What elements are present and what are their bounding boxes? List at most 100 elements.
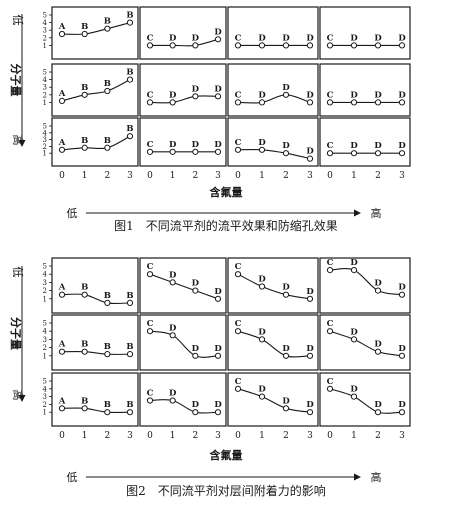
x-tick-label: 3	[215, 171, 221, 181]
panel-frame	[319, 257, 411, 314]
panel-frame	[319, 6, 411, 60]
y-axis-label: 分子量	[9, 64, 23, 97]
data-point	[169, 99, 176, 106]
x-tick-label: 2	[192, 171, 198, 181]
data-point	[374, 42, 382, 49]
panel-frame	[319, 117, 411, 167]
x-tick-label: 2	[375, 431, 381, 441]
point-label: C	[147, 33, 154, 43]
x-tick-label: 3	[399, 171, 405, 181]
data-point	[58, 291, 66, 298]
point-label: D	[306, 90, 314, 100]
point-label: D	[258, 275, 266, 285]
data-point	[58, 405, 66, 412]
y-tick-label: 2	[43, 34, 47, 42]
point-label: B	[126, 11, 133, 21]
series-line	[61, 22, 131, 35]
point-label: B	[126, 124, 133, 134]
data-point	[282, 291, 290, 298]
data-point	[326, 150, 334, 157]
point-label: D	[214, 140, 222, 150]
panel-frame	[51, 257, 139, 314]
point-label: D	[374, 141, 382, 151]
series-line	[149, 273, 219, 300]
point-label: D	[374, 400, 382, 410]
panel-frame	[51, 314, 139, 371]
data-point	[104, 409, 111, 416]
point-label: C	[147, 319, 154, 329]
panel-frame	[227, 257, 319, 314]
series-line	[237, 94, 311, 104]
data-point	[58, 97, 66, 104]
series-line	[237, 330, 311, 358]
point-label: D	[169, 140, 177, 150]
point-label: A	[58, 283, 66, 293]
point-label: C	[235, 377, 242, 387]
data-point	[350, 150, 358, 157]
point-label: D	[398, 283, 406, 293]
x-tick-label: 1	[259, 171, 265, 181]
point-label: D	[169, 90, 177, 100]
data-point	[350, 42, 358, 49]
data-point	[374, 409, 382, 416]
series-line	[61, 293, 131, 305]
panel-frame	[139, 63, 227, 117]
point-label: D	[282, 33, 290, 43]
data-point	[398, 352, 406, 359]
point-label: A	[58, 89, 66, 99]
point-label: D	[350, 385, 358, 395]
data-point	[326, 385, 334, 392]
point-label: D	[306, 147, 314, 157]
data-point	[146, 99, 154, 106]
x-tick-label: 2	[192, 431, 198, 441]
data-point	[398, 150, 406, 157]
x-tick-label: 2	[104, 431, 110, 441]
data-point	[214, 36, 222, 43]
point-label: D	[192, 344, 200, 354]
point-label: B	[126, 291, 133, 301]
data-point	[169, 42, 176, 49]
point-label: B	[104, 17, 111, 27]
point-label: B	[104, 342, 111, 352]
data-point	[350, 336, 358, 343]
point-label: D	[282, 283, 290, 293]
data-point	[104, 351, 111, 358]
data-point	[192, 409, 199, 416]
x-tick-label: 2	[375, 171, 381, 181]
point-label: D	[306, 344, 314, 354]
data-point	[146, 328, 154, 335]
data-point	[146, 397, 154, 404]
series-line	[149, 95, 219, 104]
x-tick-label: 1	[82, 171, 88, 181]
y-tick-label: 4	[43, 76, 48, 84]
point-label: C	[147, 140, 154, 150]
y-tick-label: 1	[43, 42, 47, 50]
data-point	[234, 328, 242, 335]
x-tick-label: 0	[147, 171, 153, 181]
data-point	[258, 393, 266, 400]
panel-frame	[139, 372, 227, 427]
data-point	[234, 271, 242, 278]
x-tick-label: 3	[399, 431, 405, 441]
point-label: D	[169, 270, 177, 280]
data-point	[258, 99, 266, 106]
data-point	[306, 352, 314, 359]
point-label: D	[258, 327, 266, 337]
series-line	[237, 273, 311, 300]
x-tick-label: 0	[59, 171, 65, 181]
y-tick-label: 2	[43, 401, 47, 409]
data-point	[81, 91, 88, 98]
y-tick-label: 4	[43, 385, 48, 393]
point-label: D	[192, 140, 200, 150]
y-tick-label: 3	[43, 84, 47, 92]
data-point	[81, 144, 88, 151]
data-point	[81, 405, 88, 412]
point-label: C	[235, 319, 242, 329]
